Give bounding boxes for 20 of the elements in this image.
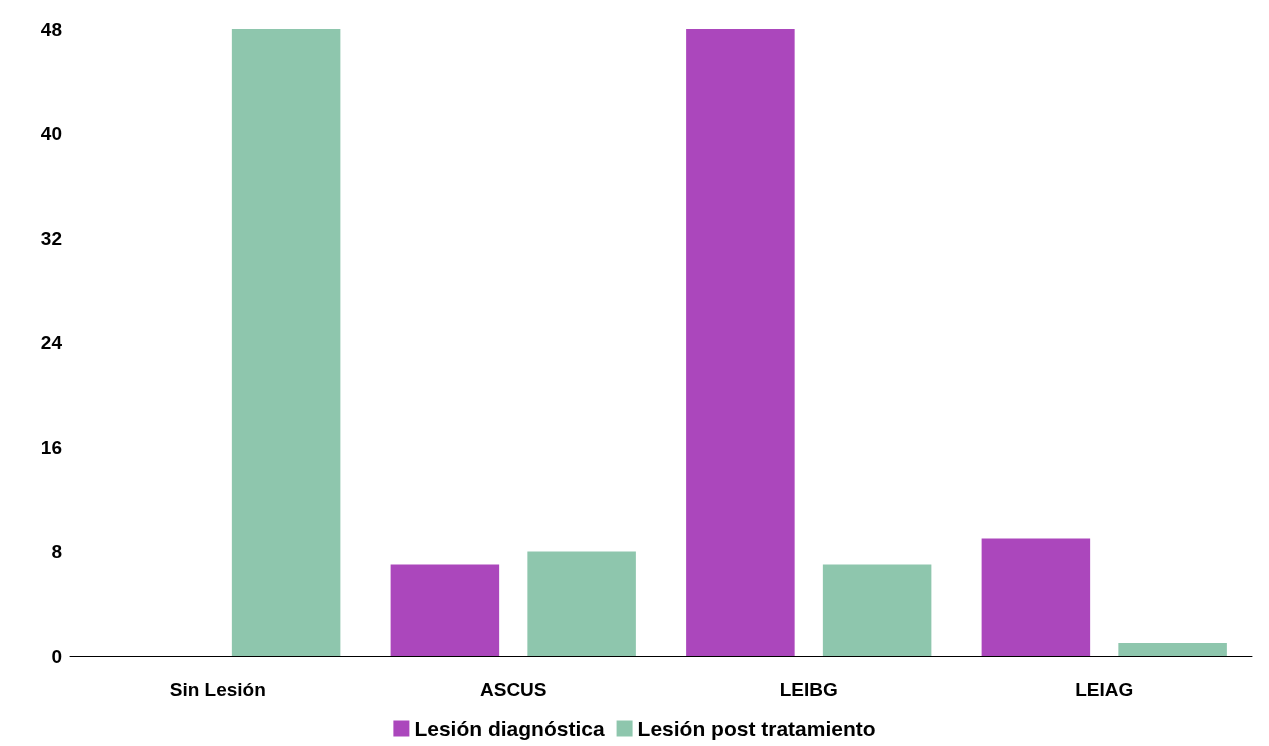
y-tick-label: 8 [51, 541, 62, 562]
legend-label: Lesión post tratamiento [637, 717, 876, 740]
y-tick-label: 48 [40, 18, 62, 40]
bar [981, 538, 1091, 656]
y-tick-label: 32 [40, 227, 62, 249]
x-tick-label: LEIAG [1075, 679, 1134, 700]
bar [390, 564, 500, 656]
x-tick-label: ASCUS [479, 679, 547, 700]
x-tick-label: LEIBG [779, 679, 838, 700]
legend-label: Lesión diagnóstica [414, 717, 605, 740]
bar [1118, 642, 1227, 656]
y-tick-label: 16 [40, 436, 62, 458]
bar [231, 29, 341, 656]
bar [527, 551, 636, 656]
y-tick-label: 40 [40, 123, 62, 144]
bar [822, 564, 932, 656]
y-tick-label: 24 [40, 332, 63, 353]
y-tick-label: 0 [51, 645, 62, 667]
bar [686, 29, 795, 656]
x-tick-label: Sin Lesión [169, 679, 266, 700]
